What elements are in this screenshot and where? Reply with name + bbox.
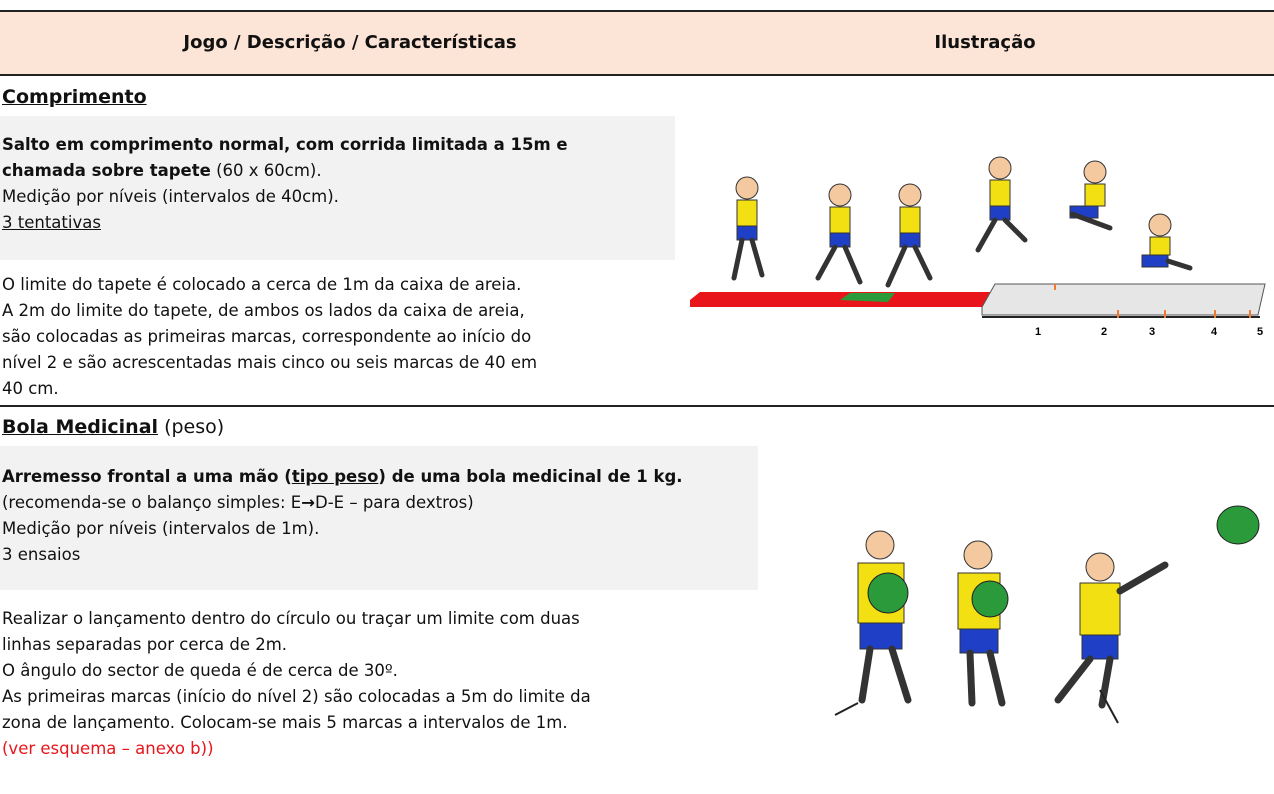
highlight-box bbox=[0, 116, 675, 260]
section-title: Bola Medicinal bbox=[2, 416, 159, 438]
box-text: Salto em comprimento normal, com corrida… bbox=[2, 132, 568, 158]
bold-text: Salto em comprimento normal, com corrida… bbox=[2, 135, 568, 154]
section-title: Comprimento bbox=[2, 86, 147, 108]
box-text: 3 tentativas bbox=[2, 213, 101, 232]
body-text: A 2m do limite do tapete, de ambos os la… bbox=[2, 301, 525, 320]
body-text: Realizar o lançamento dentro do círculo … bbox=[2, 609, 580, 628]
box-text: Arremesso frontal a uma mão (tipo peso) … bbox=[2, 464, 683, 490]
body-text: As primeiras marcas (início do nível 2) … bbox=[2, 687, 591, 706]
text: D-E – para dextros) bbox=[315, 493, 474, 512]
box-text: Medição por níveis (intervalos de 1m). bbox=[2, 519, 320, 538]
bold-text: chamada sobre tapete bbox=[2, 161, 211, 180]
long-jump-illustration: 1 2 3 4 5 bbox=[690, 156, 1266, 338]
body-text: nível 2 e são acrescentadas mais cinco o… bbox=[2, 353, 538, 372]
medicine-ball-illustration bbox=[834, 505, 1260, 724]
reference-link: (ver esquema – anexo b)) bbox=[2, 739, 214, 758]
section-heading: Bola Medicinal (peso) bbox=[2, 416, 224, 438]
body-text: são colocadas as primeiras marcas, corre… bbox=[2, 327, 532, 346]
bold-text: ) de uma bola medicinal de 1 kg. bbox=[378, 467, 683, 486]
table-header: Jogo / Descrição / Características Ilust… bbox=[0, 10, 1274, 76]
box-text: Medição por níveis (intervalos de 40cm). bbox=[2, 187, 339, 206]
text: (recomenda-se o balanço simples: E bbox=[2, 493, 302, 512]
body-text: O limite do tapete é colocado a cerca de… bbox=[2, 275, 522, 294]
body-text: 40 cm. bbox=[2, 379, 59, 398]
box-text: (recomenda-se o balanço simples: E→D-E –… bbox=[2, 490, 474, 516]
mark-label: 1 bbox=[1035, 326, 1041, 338]
header-cell: Jogo / Descrição / Características bbox=[183, 32, 517, 53]
mark-label: 3 bbox=[1149, 326, 1155, 338]
mark-label: 4 bbox=[1211, 326, 1218, 338]
arrow: → bbox=[301, 493, 315, 512]
body-text: O ângulo do sector de queda é de cerca d… bbox=[2, 661, 398, 680]
text: (60 x 60cm). bbox=[210, 161, 322, 180]
section-separator bbox=[0, 405, 1274, 407]
section-suffix: (peso) bbox=[158, 416, 225, 438]
highlight-box bbox=[0, 446, 758, 590]
mark-label: 2 bbox=[1101, 326, 1107, 338]
body-text: linhas separadas por cerca de 2m. bbox=[2, 635, 288, 654]
box-text: 3 ensaios bbox=[2, 545, 81, 564]
bold-underlined-text: tipo peso bbox=[291, 467, 379, 486]
mark-label: 5 bbox=[1257, 326, 1263, 338]
header-cell: Ilustração bbox=[934, 32, 1036, 53]
bold-text: Arremesso frontal a uma mão ( bbox=[2, 467, 292, 486]
body-text: zona de lançamento. Colocam-se mais 5 ma… bbox=[2, 713, 568, 732]
box-text: chamada sobre tapete (60 x 60cm). bbox=[2, 158, 322, 184]
